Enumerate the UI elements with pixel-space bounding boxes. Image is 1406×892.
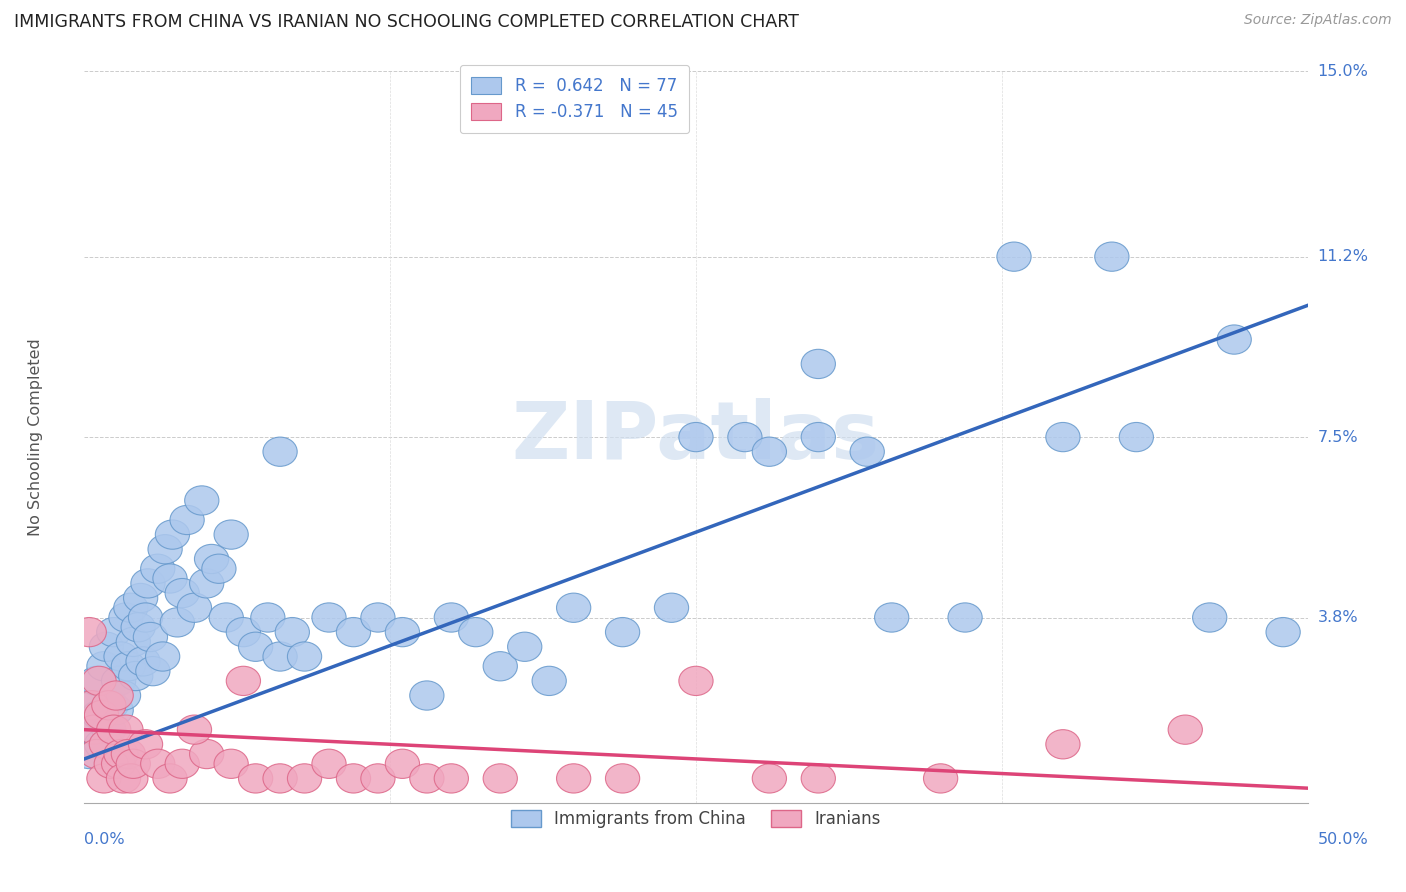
Text: ZIPatlas: ZIPatlas — [512, 398, 880, 476]
Text: 3.8%: 3.8% — [1317, 610, 1358, 625]
Text: Source: ZipAtlas.com: Source: ZipAtlas.com — [1244, 13, 1392, 28]
Text: 15.0%: 15.0% — [1317, 64, 1368, 78]
Text: 50.0%: 50.0% — [1317, 832, 1368, 847]
Text: 11.2%: 11.2% — [1317, 249, 1368, 264]
Text: 0.0%: 0.0% — [84, 832, 125, 847]
Text: IMMIGRANTS FROM CHINA VS IRANIAN NO SCHOOLING COMPLETED CORRELATION CHART: IMMIGRANTS FROM CHINA VS IRANIAN NO SCHO… — [14, 13, 799, 31]
Text: 7.5%: 7.5% — [1317, 430, 1358, 444]
Text: No Schooling Completed: No Schooling Completed — [28, 338, 44, 536]
Legend: Immigrants from China, Iranians: Immigrants from China, Iranians — [505, 803, 887, 835]
